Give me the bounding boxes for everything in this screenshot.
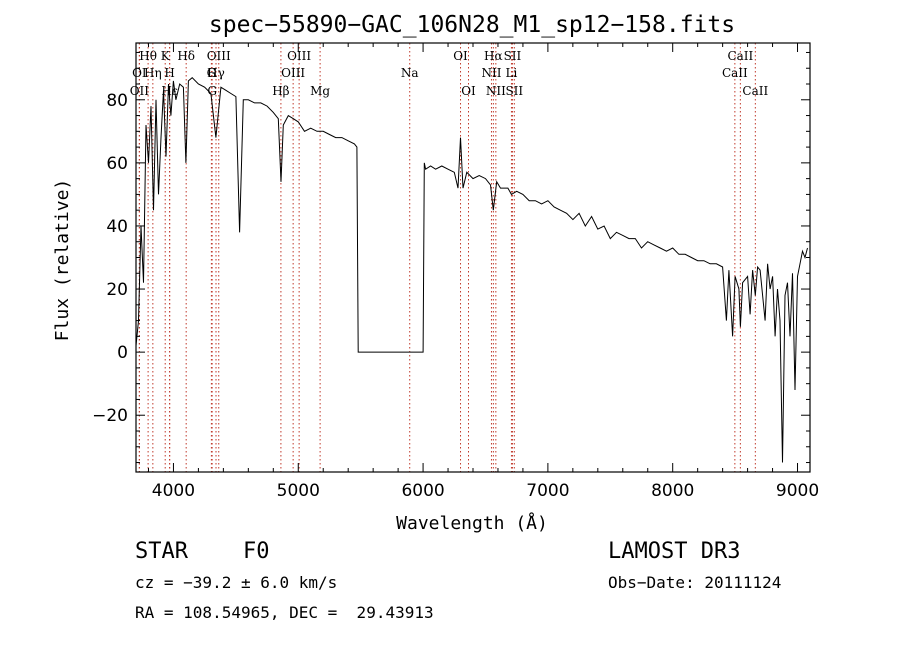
coordinates: RA = 108.54965, DEC = 29.43913 bbox=[135, 603, 434, 622]
y-tick-label: 80 bbox=[106, 91, 128, 111]
spectral-line-label: OΙ bbox=[461, 84, 476, 98]
spectral-line-label: H bbox=[164, 66, 174, 80]
y-tick-label: 0 bbox=[117, 343, 128, 363]
spectral-line-label: NΙΙ bbox=[486, 84, 506, 98]
redshift-readout: cz = −39.2 ± 6.0 km/s bbox=[135, 573, 338, 592]
y-axis-ticks: −20 0 20 40 60 80 bbox=[92, 51, 810, 464]
spectral-line-label: CaΙΙ bbox=[722, 66, 748, 80]
spectral-line-label: Hβ bbox=[272, 84, 289, 98]
spectral-line-label: Hθ bbox=[139, 49, 157, 63]
spectral-line-label: OΙΙΙ bbox=[207, 49, 231, 63]
series-layer bbox=[135, 77, 808, 463]
survey-name: LAMOST DR3 bbox=[608, 539, 741, 564]
x-tick-label: 7000 bbox=[526, 481, 569, 501]
spectral-line-label: Hδ bbox=[177, 49, 195, 63]
spectral-line-label: OΙΙΙ bbox=[287, 49, 311, 63]
spectral-line-label: OΙΙ bbox=[130, 84, 150, 98]
spectral-line-label: Hγ bbox=[207, 66, 225, 80]
spectral-line-label: G bbox=[207, 84, 217, 98]
spectral-line-label: K bbox=[161, 49, 171, 63]
spectral-line-label: SΙΙ bbox=[504, 49, 522, 63]
spectral-line-label: SΙΙ bbox=[505, 84, 523, 98]
spectral-line-label: Na bbox=[401, 66, 419, 80]
x-tick-label: 9000 bbox=[776, 481, 819, 501]
spectral-line-label: Mg bbox=[310, 84, 330, 98]
object-class: STAR bbox=[135, 539, 188, 564]
spectral-line-markers bbox=[138, 43, 756, 472]
spectral-line-label: G bbox=[207, 66, 217, 80]
spectral-line-label: OΙΙΙ bbox=[281, 66, 305, 80]
y-tick-label: 60 bbox=[106, 154, 128, 174]
spectral-line-label: CaΙΙ bbox=[727, 49, 753, 63]
series-line-flux bbox=[135, 77, 808, 463]
y-axis-label: Flux (relative) bbox=[52, 179, 73, 342]
y-tick-label: −20 bbox=[92, 406, 128, 426]
x-tick-label: 4000 bbox=[152, 481, 195, 501]
x-tick-label: 8000 bbox=[651, 481, 694, 501]
spectral-line-label: Hα bbox=[484, 49, 503, 63]
spectral-line-label: CaΙΙ bbox=[742, 84, 768, 98]
x-axis-ticks: 4000 5000 6000 7000 8000 9000 bbox=[147, 43, 819, 501]
spectral-line-label: Li bbox=[506, 66, 518, 80]
object-subclass: F0 bbox=[243, 539, 270, 564]
spectral-line-label: NΙΙ bbox=[481, 66, 501, 80]
y-tick-label: 40 bbox=[106, 217, 128, 237]
x-tick-label: 5000 bbox=[277, 481, 320, 501]
x-axis-label: Wavelength (Å) bbox=[396, 512, 548, 534]
spectral-line-label: Hη bbox=[144, 66, 162, 80]
obs-date: Obs−Date: 20111124 bbox=[608, 573, 782, 592]
chart-title: spec−55890−GAC_106N28_M1_sp12−158.fits bbox=[209, 12, 735, 38]
plot-frame bbox=[135, 42, 811, 473]
spectral-line-label: OΙ bbox=[453, 49, 468, 63]
y-tick-label: 20 bbox=[106, 280, 128, 300]
x-tick-label: 6000 bbox=[401, 481, 444, 501]
